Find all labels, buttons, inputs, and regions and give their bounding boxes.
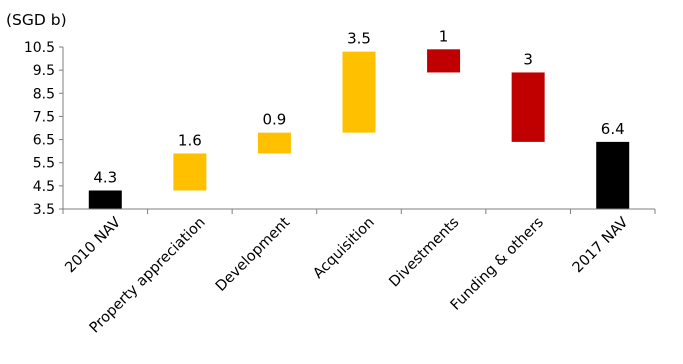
- category-label: 2017 NAV: [570, 214, 632, 276]
- bars-group: 4.3 1.6 0.9 3.5 1 3 6.4: [88, 27, 630, 209]
- category-label: 2010 NAV: [62, 214, 124, 276]
- y-tick-label: 6.5: [33, 133, 55, 149]
- bar-total: [88, 190, 122, 209]
- category-label: Acquisition: [310, 215, 377, 282]
- bar-increase: [342, 51, 376, 133]
- bar-value-label: 1: [439, 27, 449, 45]
- y-tick-label: 3.5: [33, 202, 55, 218]
- bar-value-label: 3: [523, 50, 533, 68]
- bar-value-label: 0.9: [262, 111, 286, 129]
- category-label: Divestments: [386, 215, 462, 291]
- unit-label: (SGD b): [6, 11, 67, 29]
- bar-value-label: 6.4: [601, 120, 625, 138]
- bar-total: [596, 141, 630, 209]
- y-tick-label: 8.5: [33, 86, 55, 102]
- bar-decrease: [427, 49, 461, 73]
- bar-increase: [257, 132, 291, 154]
- y-tick-label: 5.5: [33, 156, 55, 172]
- y-tick-label: 7.5: [33, 109, 55, 125]
- y-axis: 10.5 9.5 8.5 7.5 6.5 5.5 4.5 3.5: [24, 40, 64, 218]
- bar-value-label: 3.5: [347, 30, 371, 48]
- y-tick-label: 9.5: [33, 63, 55, 79]
- bar-increase: [173, 153, 207, 191]
- category-label: Development: [213, 214, 294, 295]
- category-label: Funding & others: [448, 215, 547, 314]
- y-tick-label: 4.5: [33, 179, 55, 195]
- bar-value-label: 1.6: [178, 131, 202, 149]
- bar-decrease: [511, 72, 545, 142]
- y-tick-label: 10.5: [24, 40, 55, 56]
- bar-value-label: 4.3: [93, 168, 117, 186]
